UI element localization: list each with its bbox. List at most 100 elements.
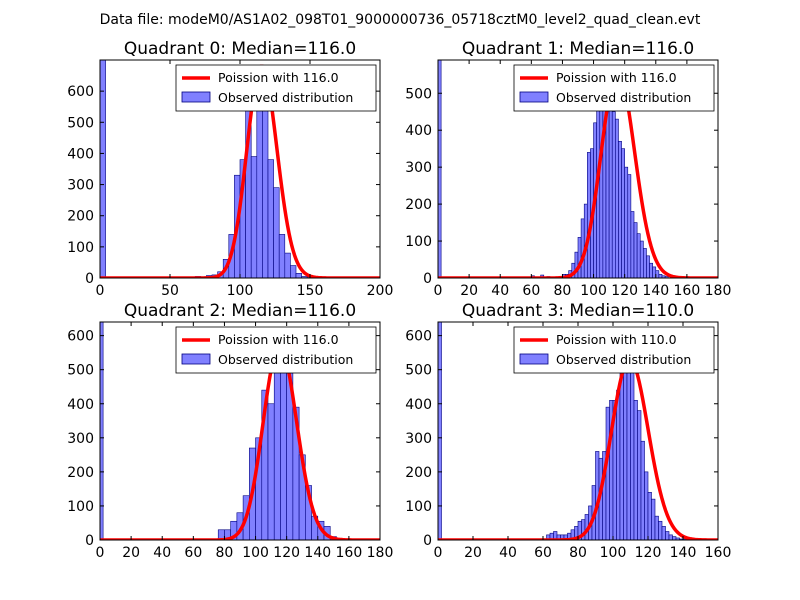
y-tick-label: 500 <box>405 86 432 102</box>
legend-bar-swatch <box>181 91 211 103</box>
histogram-bar <box>640 440 645 540</box>
x-tick-label: 40 <box>499 545 517 561</box>
x-tick-label: 140 <box>304 545 331 561</box>
histogram-bar <box>284 252 291 278</box>
poisson-curve <box>100 344 380 540</box>
x-tick-label: 140 <box>670 545 697 561</box>
legend-bar-label: Observed distribution <box>218 90 353 105</box>
x-tick-label: 80 <box>216 545 234 561</box>
histogram-bar <box>250 156 258 278</box>
y-tick-label: 500 <box>67 363 94 379</box>
histogram-bar <box>577 237 582 278</box>
y-tick-label: 300 <box>67 431 94 447</box>
histogram-bar <box>661 526 666 540</box>
x-tick-label: 60 <box>534 545 552 561</box>
legend: Poission with 110.0 Observed distribution <box>513 326 715 374</box>
y-tick-label: 300 <box>405 160 432 176</box>
histogram-bar <box>647 492 652 540</box>
y-tick-label: 200 <box>405 197 432 213</box>
x-tick-label: 0 <box>434 545 443 561</box>
x-tick-label: 100 <box>227 283 254 299</box>
x-tick-label: 0 <box>96 283 105 299</box>
x-tick-label: 120 <box>635 545 662 561</box>
histogram-bar <box>646 255 650 278</box>
histogram-bar <box>280 359 287 540</box>
histogram-bar <box>644 471 649 540</box>
y-tick-label: 200 <box>67 465 94 481</box>
y-tick-label: 300 <box>67 178 94 194</box>
legend: Poission with 116.0 Observed distribution <box>513 64 715 112</box>
histogram-bar <box>626 362 631 540</box>
legend-curve-label: Poission with 110.0 <box>556 332 677 347</box>
y-tick-label: 200 <box>405 465 432 481</box>
y-tick-label: 400 <box>405 123 432 139</box>
legend-box <box>175 326 377 374</box>
legend-bar-swatch <box>519 353 549 365</box>
x-tick-label: 180 <box>705 283 732 299</box>
histogram-bar <box>658 274 663 278</box>
x-tick-label: 80 <box>554 283 572 299</box>
poisson-curve <box>438 69 718 278</box>
histogram-bar <box>633 400 638 540</box>
quadrant-0-panel: 0 50 100 150 200 0 100 200 300 400 500 600 Quadrant … <box>67 39 393 299</box>
x-tick-label: 120 <box>611 283 638 299</box>
histogram-bar <box>273 187 280 278</box>
x-tick-label: 100 <box>580 283 607 299</box>
y-tick-label: 100 <box>67 499 94 515</box>
histogram-bar <box>665 531 670 540</box>
x-tick-label: 160 <box>705 545 732 561</box>
quadrant-3-panel: 0 20 40 60 80 100 120 140 160 0 100 200 300 400 500 600… <box>405 301 731 561</box>
histogram-bar <box>623 359 628 540</box>
quadrant-1-panel: 0 20 40 60 80 100 120 140 160 1800100200300400500… <box>405 39 731 299</box>
histogram-bar <box>658 520 663 540</box>
y-tick-label: 200 <box>67 209 94 225</box>
histogram-bar <box>100 322 104 540</box>
y-tick-label: 500 <box>405 363 432 379</box>
x-tick-label: 60 <box>184 545 202 561</box>
histogram-bar <box>643 248 647 278</box>
x-tick-label: 100 <box>600 545 627 561</box>
x-tick-label: 180 <box>367 545 394 561</box>
y-tick-label: 600 <box>405 329 432 345</box>
y-tick-label: 100 <box>405 499 432 515</box>
legend-bar-swatch <box>181 353 211 365</box>
histogram-bar <box>649 262 653 278</box>
histogram-bar <box>608 104 613 278</box>
histogram-bar <box>262 103 269 278</box>
histogram-bar <box>574 251 579 278</box>
x-tick-label: 60 <box>522 283 540 299</box>
histogram-bar <box>267 403 275 540</box>
y-tick-label: 0 <box>423 271 432 287</box>
histogram-bar <box>639 240 644 278</box>
x-tick-label: 40 <box>491 283 509 299</box>
histogram-bar <box>627 174 632 278</box>
histogram-bar <box>672 536 677 540</box>
histogram-bar <box>611 111 616 278</box>
x-tick-label: 160 <box>674 283 701 299</box>
quadrant-2-panel: 0 20 40 60 80 100 120 140 160 1800100200300400500… <box>67 301 393 561</box>
y-tick-label: 100 <box>405 234 432 250</box>
histogram-bar <box>651 498 656 540</box>
histogram-bar <box>100 60 106 278</box>
legend-bar-label: Observed distribution <box>218 352 353 367</box>
x-tick-label: 200 <box>367 283 394 299</box>
y-tick-label: 0 <box>423 533 432 549</box>
histogram-bar <box>438 60 442 278</box>
figure-suptitle: Data file: modeM0/AS1A02_098T01_90000007… <box>100 12 701 28</box>
histogram-bar <box>605 406 610 540</box>
y-tick-label: 600 <box>67 84 94 100</box>
y-tick-label: 400 <box>405 397 432 413</box>
histogram-bars <box>438 60 669 278</box>
legend-box <box>513 64 715 112</box>
x-tick-label: 0 <box>434 283 443 299</box>
panel-title: Quadrant 2: Median=116.0 <box>124 301 356 321</box>
y-tick-label: 500 <box>67 115 94 131</box>
histogram-bar <box>616 389 621 540</box>
legend: Poission with 116.0 Observed distribution <box>175 326 377 374</box>
y-tick-label: 400 <box>67 397 94 413</box>
x-tick-label: 50 <box>161 283 179 299</box>
histogram-bar <box>618 140 622 278</box>
histogram-bar <box>654 515 659 540</box>
x-tick-label: 140 <box>642 283 669 299</box>
legend-bar-label: Observed distribution <box>556 352 691 367</box>
